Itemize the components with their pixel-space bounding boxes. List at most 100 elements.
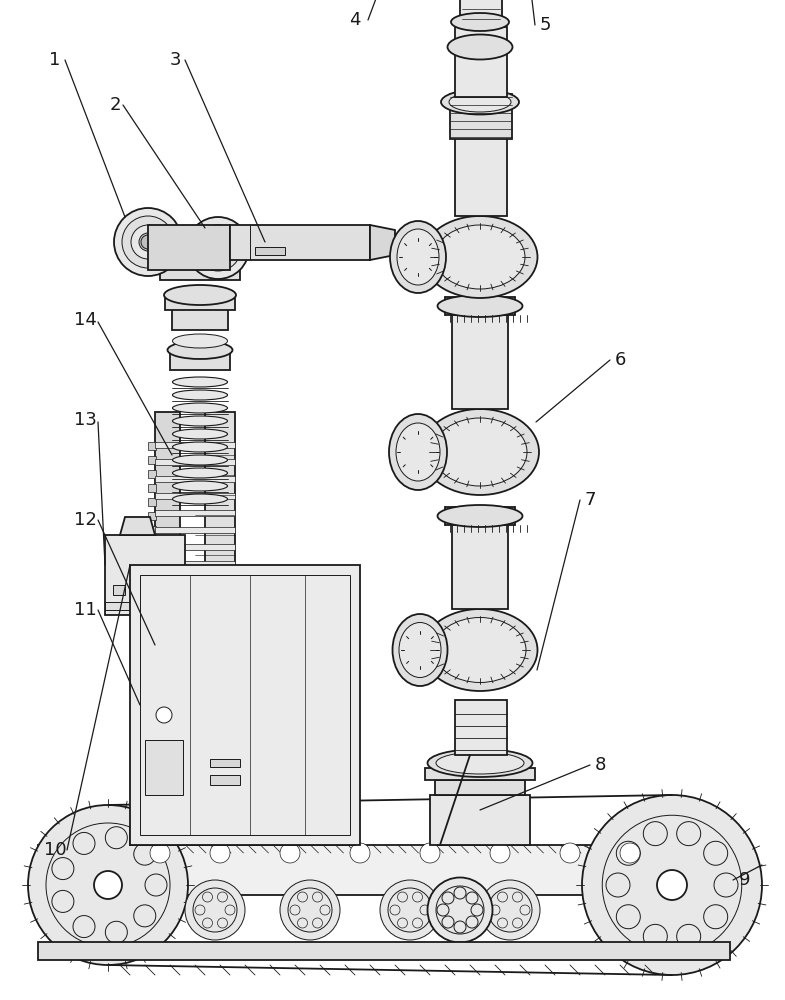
Circle shape: [350, 843, 370, 863]
Circle shape: [513, 918, 523, 928]
Ellipse shape: [131, 225, 165, 259]
Circle shape: [156, 707, 172, 723]
Bar: [255, 247, 285, 255]
Circle shape: [442, 916, 454, 928]
Ellipse shape: [390, 221, 446, 293]
Bar: [172, 308, 228, 330]
Ellipse shape: [447, 34, 513, 60]
Bar: [155, 680, 235, 686]
Ellipse shape: [114, 208, 182, 276]
Bar: [430, 795, 530, 845]
Ellipse shape: [195, 225, 241, 271]
Ellipse shape: [164, 285, 236, 305]
Ellipse shape: [644, 822, 667, 846]
Bar: [460, 0, 502, 25]
Bar: [148, 470, 156, 478]
Bar: [155, 442, 235, 448]
Bar: [155, 595, 235, 601]
Bar: [445, 507, 515, 525]
Text: 11: 11: [74, 601, 97, 619]
Bar: [130, 565, 360, 845]
Bar: [105, 602, 185, 610]
Ellipse shape: [173, 442, 228, 452]
Ellipse shape: [434, 617, 526, 682]
Ellipse shape: [145, 874, 167, 896]
Circle shape: [280, 843, 300, 863]
Circle shape: [290, 905, 300, 915]
Circle shape: [203, 892, 213, 902]
Circle shape: [94, 871, 122, 899]
Bar: [148, 750, 156, 758]
Ellipse shape: [436, 886, 484, 934]
Circle shape: [454, 887, 466, 899]
Text: 7: 7: [584, 491, 596, 509]
Bar: [145, 740, 183, 795]
Bar: [148, 554, 156, 562]
Text: 1: 1: [49, 51, 60, 69]
Circle shape: [150, 843, 170, 863]
Bar: [148, 638, 156, 646]
Bar: [148, 736, 156, 744]
Bar: [130, 585, 142, 595]
Bar: [205, 412, 235, 812]
Circle shape: [437, 904, 449, 916]
Circle shape: [141, 235, 155, 249]
Circle shape: [420, 843, 440, 863]
Circle shape: [466, 892, 478, 904]
Ellipse shape: [28, 805, 188, 965]
Ellipse shape: [435, 225, 525, 289]
Circle shape: [195, 905, 205, 915]
Bar: [155, 612, 235, 618]
Bar: [230, 225, 370, 260]
Bar: [280, 810, 355, 845]
Bar: [148, 722, 156, 730]
Ellipse shape: [441, 90, 519, 114]
Bar: [148, 484, 156, 492]
Ellipse shape: [714, 873, 738, 897]
Circle shape: [312, 892, 323, 902]
Ellipse shape: [428, 878, 492, 942]
Ellipse shape: [437, 295, 523, 317]
Bar: [148, 582, 156, 590]
Bar: [155, 510, 235, 516]
Bar: [138, 812, 243, 827]
Ellipse shape: [167, 341, 232, 359]
Text: 4: 4: [349, 11, 361, 29]
Circle shape: [217, 918, 228, 928]
Bar: [165, 295, 235, 310]
Bar: [38, 942, 730, 960]
Ellipse shape: [105, 827, 127, 849]
Bar: [210, 775, 240, 785]
Ellipse shape: [703, 905, 728, 929]
Bar: [155, 493, 235, 499]
Bar: [148, 778, 156, 786]
Ellipse shape: [73, 832, 95, 854]
Ellipse shape: [433, 418, 527, 486]
Text: 5: 5: [539, 16, 551, 34]
Bar: [155, 459, 235, 465]
Ellipse shape: [193, 888, 237, 932]
Ellipse shape: [380, 880, 440, 940]
Circle shape: [620, 843, 640, 863]
Polygon shape: [120, 517, 155, 535]
Bar: [113, 585, 125, 595]
Bar: [148, 610, 156, 618]
Circle shape: [212, 242, 224, 254]
Bar: [148, 624, 156, 632]
Circle shape: [454, 921, 466, 933]
Ellipse shape: [173, 455, 228, 465]
Ellipse shape: [173, 481, 228, 491]
Circle shape: [490, 843, 510, 863]
Ellipse shape: [606, 873, 630, 897]
Ellipse shape: [397, 229, 439, 285]
Circle shape: [657, 870, 687, 900]
Circle shape: [560, 843, 580, 863]
Ellipse shape: [280, 880, 340, 940]
Ellipse shape: [52, 858, 74, 880]
Ellipse shape: [388, 888, 432, 932]
Ellipse shape: [582, 795, 762, 975]
Ellipse shape: [173, 416, 228, 426]
Bar: [148, 708, 156, 716]
Circle shape: [225, 905, 235, 915]
Text: 9: 9: [739, 871, 750, 889]
